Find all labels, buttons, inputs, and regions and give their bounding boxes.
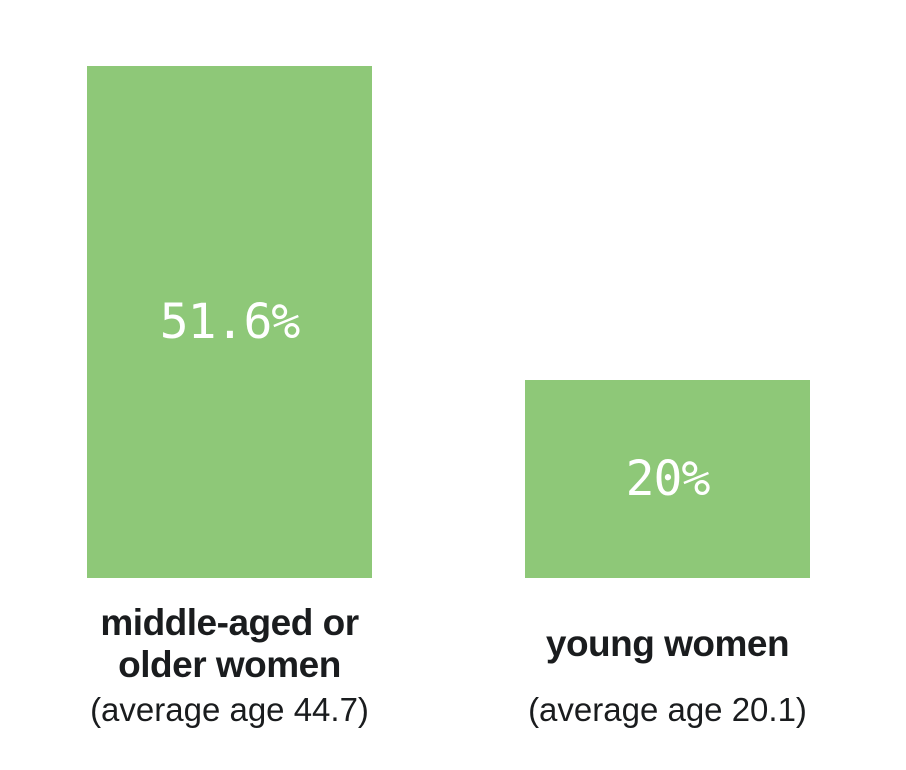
bar-young-women: 20%: [525, 380, 810, 578]
category-sublabel: (average age 20.1): [528, 691, 807, 728]
category-label: middle-aged or older women: [100, 602, 359, 685]
category-sublabel: (average age 44.7): [90, 691, 369, 728]
bar-value-label: 51.6%: [159, 294, 300, 350]
bar-middle-aged-women: 51.6%: [87, 66, 372, 578]
bar-group-young-women: 20% young women (average age 20.1): [525, 66, 810, 730]
bar-track: 20%: [525, 66, 810, 578]
bar-track: 51.6%: [87, 66, 372, 578]
chart-plot-area: 51.6% middle-aged or older women (averag…: [87, 66, 810, 730]
bar-value-label: 20%: [625, 451, 711, 507]
bar-group-middle-aged-women: 51.6% middle-aged or older women (averag…: [87, 66, 372, 730]
category-label: young women: [545, 623, 790, 664]
